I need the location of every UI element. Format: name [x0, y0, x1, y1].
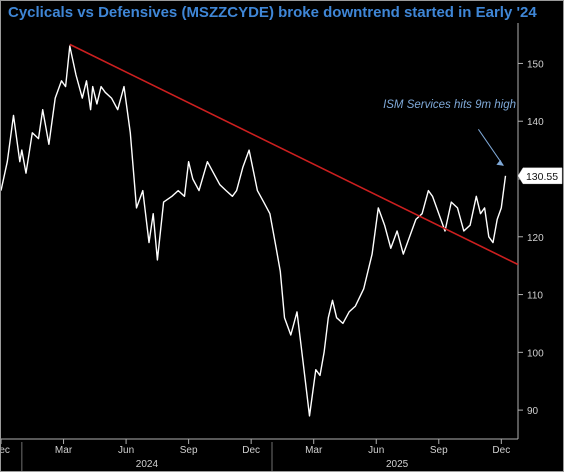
last-value-label: 130.55 — [526, 171, 558, 183]
annotation-text: ISM Services hits 9m high — [383, 99, 516, 111]
x-tick-label: Dec — [492, 445, 510, 456]
year-label: 2025 — [386, 459, 409, 470]
annotation-arrow — [477, 129, 504, 166]
y-tick-label: 120 — [527, 233, 544, 244]
x-tick-label: Mar — [305, 445, 323, 456]
x-tick-label: Sep — [430, 445, 448, 456]
x-tick-label: Dec — [1, 445, 10, 456]
last-value-box — [517, 167, 563, 185]
series-line — [1, 45, 507, 417]
downtrend-line — [69, 43, 519, 266]
x-tick-label: Jun — [368, 445, 384, 456]
x-tick-label: Dec — [242, 445, 260, 456]
x-tick-label: Jun — [118, 445, 134, 456]
y-tick-label: 100 — [527, 348, 544, 359]
x-tick-label: Mar — [55, 445, 73, 456]
y-tick-label: 90 — [527, 406, 539, 417]
y-tick-label: 110 — [527, 291, 543, 302]
y-tick-label: 150 — [527, 59, 544, 70]
chart-title: Cyclicals vs Defensives (MSZZCYDE) broke… — [8, 4, 537, 21]
annotation-arrowhead — [496, 159, 504, 166]
y-tick-label: 140 — [527, 117, 544, 128]
year-label: 2024 — [136, 459, 159, 470]
x-tick-label: Sep — [180, 445, 198, 456]
